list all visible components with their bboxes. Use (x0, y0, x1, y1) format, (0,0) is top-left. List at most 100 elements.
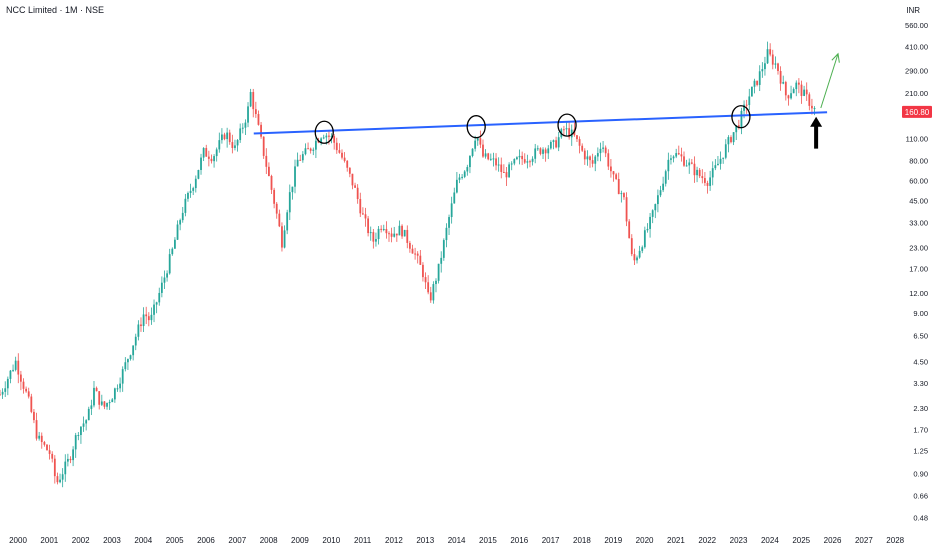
candle-body (696, 169, 698, 176)
candle (393, 226, 396, 238)
candle-body (51, 453, 54, 459)
candle-body (500, 164, 503, 172)
candle-body (732, 132, 735, 143)
candle-body (314, 140, 317, 150)
candle (750, 86, 753, 97)
candle-body (268, 166, 270, 176)
candle (455, 171, 458, 194)
candle (160, 276, 163, 298)
candle (497, 157, 500, 172)
candle-body (247, 106, 249, 123)
candle (442, 238, 445, 261)
candle-body (181, 212, 184, 221)
x-tick-label: 2026 (824, 536, 842, 545)
candle-body (455, 179, 458, 193)
candle-body (223, 134, 226, 140)
candle-body (437, 263, 440, 281)
candle (254, 101, 257, 118)
candle (213, 154, 215, 168)
candle-body (121, 369, 124, 384)
candle-body (453, 192, 456, 204)
candle (482, 139, 484, 158)
candle-body (90, 405, 93, 409)
candle-body (262, 136, 265, 156)
candle-body (103, 401, 106, 407)
candle (703, 172, 706, 186)
candle-body (145, 314, 148, 317)
candle-body (354, 185, 356, 188)
candle-body (743, 104, 745, 111)
x-tick-label: 2003 (103, 536, 121, 545)
y-tick-label: 0.48 (913, 513, 928, 522)
candle-body (113, 388, 116, 400)
candle-body (359, 199, 362, 214)
candle-body (502, 171, 505, 173)
y-tick-label: 0.90 (913, 470, 928, 479)
candle (288, 184, 291, 221)
x-tick-label: 2002 (72, 536, 90, 545)
candle-body (748, 96, 751, 105)
candle (385, 221, 388, 239)
candle (6, 376, 9, 396)
candle-body (142, 314, 145, 327)
candle-body (14, 360, 17, 370)
candle (664, 169, 667, 187)
touch-circle (731, 105, 751, 129)
candle (549, 140, 552, 150)
chart-title: NCC Limited · 1M · NSE (6, 5, 105, 15)
candle (604, 145, 607, 158)
candle (753, 78, 756, 94)
candle-body (730, 137, 732, 143)
candle (25, 386, 28, 393)
candle (732, 132, 735, 146)
candle (147, 312, 150, 327)
candle-body (615, 174, 618, 179)
candle (30, 393, 33, 414)
candle (727, 135, 730, 153)
candle-body (458, 177, 461, 180)
candle-body (552, 140, 555, 142)
candle (547, 145, 550, 160)
candle-body (581, 145, 584, 151)
candle (450, 196, 453, 224)
candle (510, 161, 513, 171)
candle-body (612, 171, 615, 175)
candle-body (82, 423, 85, 427)
candle (557, 132, 560, 152)
candle (758, 65, 761, 92)
candle (693, 156, 696, 183)
candle-body (714, 165, 717, 169)
candle-body (690, 162, 693, 164)
candle-body (769, 49, 772, 55)
candle-body (72, 449, 75, 461)
candle-body (450, 203, 453, 218)
candle-body (469, 155, 471, 168)
candle (106, 402, 108, 410)
candle-body (586, 156, 589, 160)
candle (218, 132, 221, 153)
candle-body (200, 157, 202, 170)
candle-body (95, 387, 98, 392)
candle (59, 473, 61, 484)
candle (544, 147, 547, 162)
candle-body (388, 233, 390, 235)
projection-arrow-head (831, 52, 840, 63)
candle (236, 138, 239, 152)
candle (35, 412, 38, 441)
candle-body (461, 176, 463, 178)
candle-body (795, 82, 798, 90)
x-tick-label: 2024 (761, 536, 779, 545)
candle (764, 56, 766, 76)
candle (690, 158, 693, 165)
y-tick-label: 12.00 (909, 289, 928, 298)
candle (782, 75, 785, 85)
candle (145, 306, 148, 325)
candle (790, 85, 792, 100)
candle (192, 186, 195, 196)
candle-body (544, 149, 547, 154)
candle (299, 154, 302, 161)
candle-body (4, 388, 7, 392)
candle (437, 263, 440, 284)
candle (260, 122, 262, 139)
